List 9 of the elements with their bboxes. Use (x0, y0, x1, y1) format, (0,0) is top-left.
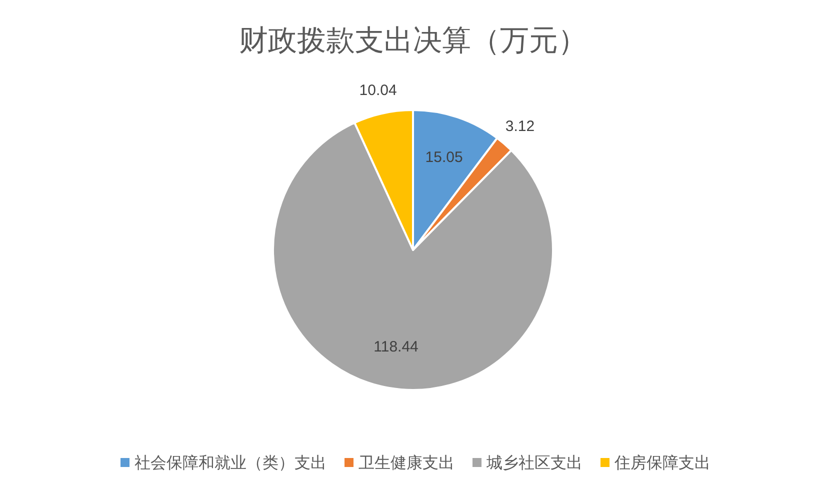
data-label: 3.12 (505, 118, 535, 135)
data-label: 10.04 (359, 82, 397, 99)
legend-label: 卫生健康支出 (358, 454, 454, 472)
data-label: 15.05 (425, 149, 463, 166)
data-label: 118.44 (374, 338, 418, 356)
legend-label: 社会保障和就业（类）支出 (134, 454, 326, 472)
chart-title: 财政拨款支出决算（万元） (239, 25, 587, 57)
legend-label: 住房保障支出 (614, 454, 710, 472)
legend-label: 城乡社区支出 (486, 454, 582, 472)
